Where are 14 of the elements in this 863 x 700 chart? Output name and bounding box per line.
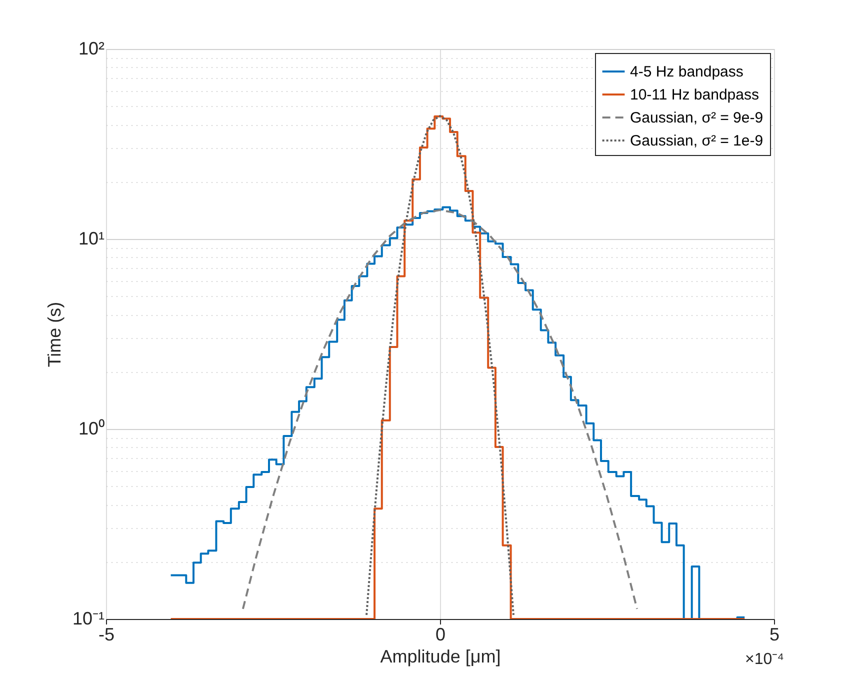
legend-label: Gaussian, σ² = 9e-9 <box>630 110 764 126</box>
y-tick-label: 10¹ <box>78 228 105 248</box>
y-axis-title: Time (s) <box>44 302 64 368</box>
legend-label: 10-11 Hz bandpass <box>630 86 759 104</box>
legend-label: Gaussian, σ² = 1e-9 <box>630 132 764 150</box>
line-series <box>366 114 514 616</box>
line-series <box>242 209 638 610</box>
legend-label: 4-5 Hz bandpass <box>630 64 744 80</box>
x-tick-label: 5 <box>769 624 780 644</box>
y-tick-label: 10⁰ <box>78 418 104 438</box>
y-tick-label: 10² <box>78 38 105 58</box>
text: ×10⁻⁴ <box>744 651 784 668</box>
x-tick-label: 0 <box>435 624 446 644</box>
x-axis-title: Amplitude [μm] <box>380 646 501 666</box>
